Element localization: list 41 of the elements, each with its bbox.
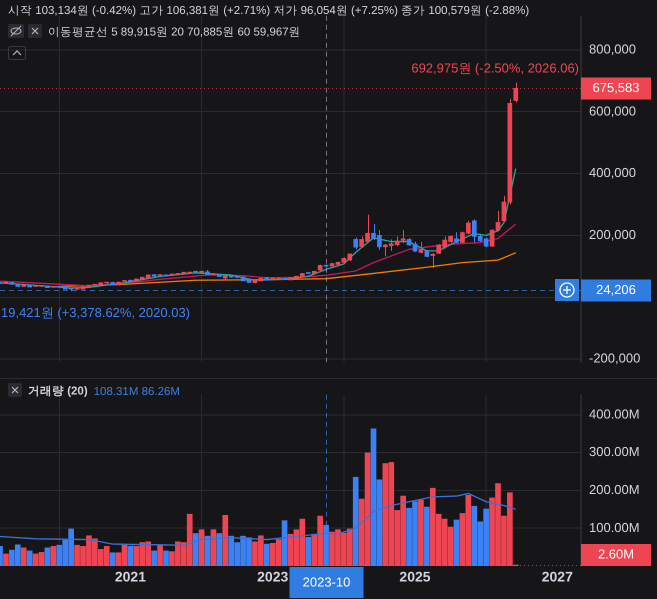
candlestick bbox=[430, 252, 436, 268]
ref-line-label: 2023-10 bbox=[302, 574, 350, 590]
y-tick-label: 200.00M bbox=[589, 482, 640, 497]
x-tick-label: 2021 bbox=[114, 568, 146, 584]
ref-line-label: 24,206 bbox=[596, 282, 636, 298]
bar bbox=[192, 533, 198, 566]
y-tick-label: -200,000 bbox=[589, 350, 640, 366]
candlestick bbox=[353, 237, 358, 250]
y-tick-label: 800,000 bbox=[589, 41, 636, 56]
bar bbox=[163, 550, 169, 566]
bar bbox=[352, 476, 359, 566]
x-tick-label: 2025 bbox=[399, 568, 431, 584]
y-tick-label: 200,000 bbox=[589, 226, 636, 242]
bar bbox=[151, 550, 157, 566]
x-tick-label: 2027 bbox=[542, 568, 574, 584]
ref-line-label: 675,583 bbox=[592, 80, 640, 96]
chart-title: 거래량 (20) bbox=[28, 386, 88, 398]
y-tick-label: 100.00M bbox=[589, 520, 640, 535]
bar bbox=[128, 546, 134, 566]
annotation: 19,421원 (+3,378.62%, 2020.03) bbox=[1, 304, 190, 320]
bar bbox=[264, 544, 270, 566]
bar bbox=[424, 506, 430, 566]
ref-line-label: 2.60M bbox=[598, 546, 634, 562]
candlestick bbox=[418, 241, 424, 254]
bar bbox=[454, 520, 460, 566]
bar bbox=[305, 536, 312, 566]
chart-subtitle: 108.31M 86.26M bbox=[94, 386, 180, 398]
y-tick-label: 400,000 bbox=[589, 165, 636, 180]
y-tick-label: 300.00M bbox=[589, 444, 640, 460]
bar bbox=[204, 536, 210, 566]
y-tick-label: 600,000 bbox=[589, 103, 636, 118]
y-tick-label: 400.00M bbox=[589, 406, 640, 422]
annotation: 692,975원 (-2.50%, 2026.06) bbox=[411, 60, 580, 76]
x-tick-label: 2023 bbox=[257, 568, 288, 584]
bar bbox=[110, 552, 116, 566]
bar bbox=[216, 533, 222, 566]
bar bbox=[282, 520, 288, 566]
text: 이동평균선 5 89,915원 20 70,885원 60 59,967원 bbox=[48, 26, 301, 39]
chart-title: 시작 103,134원 (-0.42%) 고가 106,381원 (+2.71%) 저가 96,054원 (+7.25%) 종가 100,579원 (-2.88%) bbox=[8, 5, 530, 17]
bar bbox=[44, 548, 50, 566]
bar bbox=[26, 550, 32, 566]
